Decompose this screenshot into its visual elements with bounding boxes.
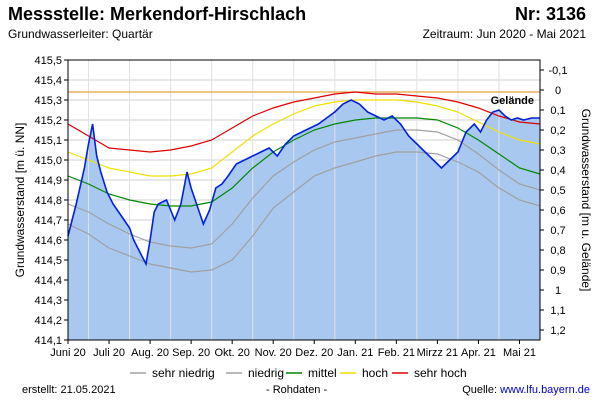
created-date: erstellt: 21.05.2021 (22, 384, 116, 396)
station-number: Nr: 3136 (514, 4, 586, 24)
y-tick-label: 414,6 (34, 235, 62, 247)
y-tick-label: 414,1 (34, 335, 62, 347)
x-tick-label: Mai 21 (503, 347, 536, 359)
measured-area (68, 100, 540, 340)
x-tick-label: Apr. 21 (461, 347, 496, 359)
y-right-tick-label: 0,9 (550, 265, 565, 277)
y-tick-label: 415,1 (34, 135, 62, 147)
series-line-hoch (67, 99, 541, 177)
series-line-sehr-hoch (67, 91, 541, 153)
y-tick-label: 415,4 (34, 75, 62, 87)
x-tick-label: Jan. 21 (337, 347, 373, 359)
y-right-tick-label: -0,1 (549, 65, 568, 77)
x-tick-label: Feb. 21 (378, 347, 415, 359)
legend-label-sehr-niedrig: sehr niedrig (152, 366, 215, 380)
y-right-tick-label: 0,2 (550, 125, 565, 137)
gelaende-label: Gelände (491, 95, 534, 107)
y-right-tick-label: 0,7 (550, 225, 565, 237)
x-tick-label: Juli 20 (93, 347, 125, 359)
period-label: Zeitraum: Jun 2020 - Mai 2021 (422, 27, 586, 41)
y-tick-label: 414,2 (34, 315, 62, 327)
aquifer-label: Grundwasserleiter: Quartär (8, 27, 153, 41)
y-tick-label: 414,5 (34, 255, 62, 267)
y-tick-label: 415,2 (34, 115, 62, 127)
x-tick-label: Dez. 20 (295, 347, 333, 359)
legend-label-hoch: hoch (362, 366, 388, 380)
x-tick-label: Nov. 20 (255, 347, 292, 359)
legend-label-sehr-hoch: sehr hoch (414, 366, 467, 380)
y-tick-label: 414,7 (34, 215, 62, 227)
y-right-tick-label: 0,3 (550, 145, 565, 157)
y-axis-label: Grundwasserstand [m ü. NN] (13, 123, 27, 278)
y-right-tick-label: 0,4 (550, 165, 565, 177)
y-right-tick-label: 0,1 (550, 105, 565, 117)
x-tick-label: Juni 20 (50, 347, 85, 359)
y-right-tick-label: 1,1 (550, 305, 565, 317)
y-tick-label: 415,3 (34, 95, 62, 107)
y-tick-label: 415,5 (34, 55, 62, 67)
y-right-tick-label: 0,8 (550, 245, 565, 257)
source-link[interactable]: www.lfu.bayern.de (500, 384, 590, 396)
y-tick-label: 414,8 (34, 195, 62, 207)
y-right-tick-label: 0,6 (550, 205, 565, 217)
legend-label-mittel: mittel (308, 366, 337, 380)
y-right-tick-label: 1,2 (550, 325, 565, 337)
source-label: Quelle: (462, 384, 501, 396)
y-right-tick-label: 0,5 (550, 185, 565, 197)
y-tick-label: 415,0 (34, 155, 62, 167)
y-tick-label: 414,3 (34, 295, 62, 307)
x-tick-label: Sep. 20 (172, 347, 210, 359)
x-tick-label: Okt. 20 (214, 347, 249, 359)
page-title: Messstelle: Merkendorf-Hirschlach (8, 4, 307, 24)
raw-data-note: - Rohdaten - (266, 384, 328, 396)
series-line-measured (67, 99, 540, 267)
y-axis-right-label: Grundwasserstand [m u. Gelände] (579, 109, 593, 292)
y-tick-label: 414,9 (34, 175, 62, 187)
y-right-tick-label: 1 (555, 285, 561, 297)
y-right-tick-label: 0 (555, 85, 561, 97)
legend-label-niedrig: niedrig (248, 366, 284, 380)
x-tick-label: Mirzz 21 (417, 347, 459, 359)
y-tick-label: 414,4 (34, 275, 62, 287)
source-note: Quelle: www.lfu.bayern.de (462, 384, 590, 396)
series-line-mittel (67, 117, 541, 207)
x-tick-label: Aug. 20 (131, 347, 169, 359)
